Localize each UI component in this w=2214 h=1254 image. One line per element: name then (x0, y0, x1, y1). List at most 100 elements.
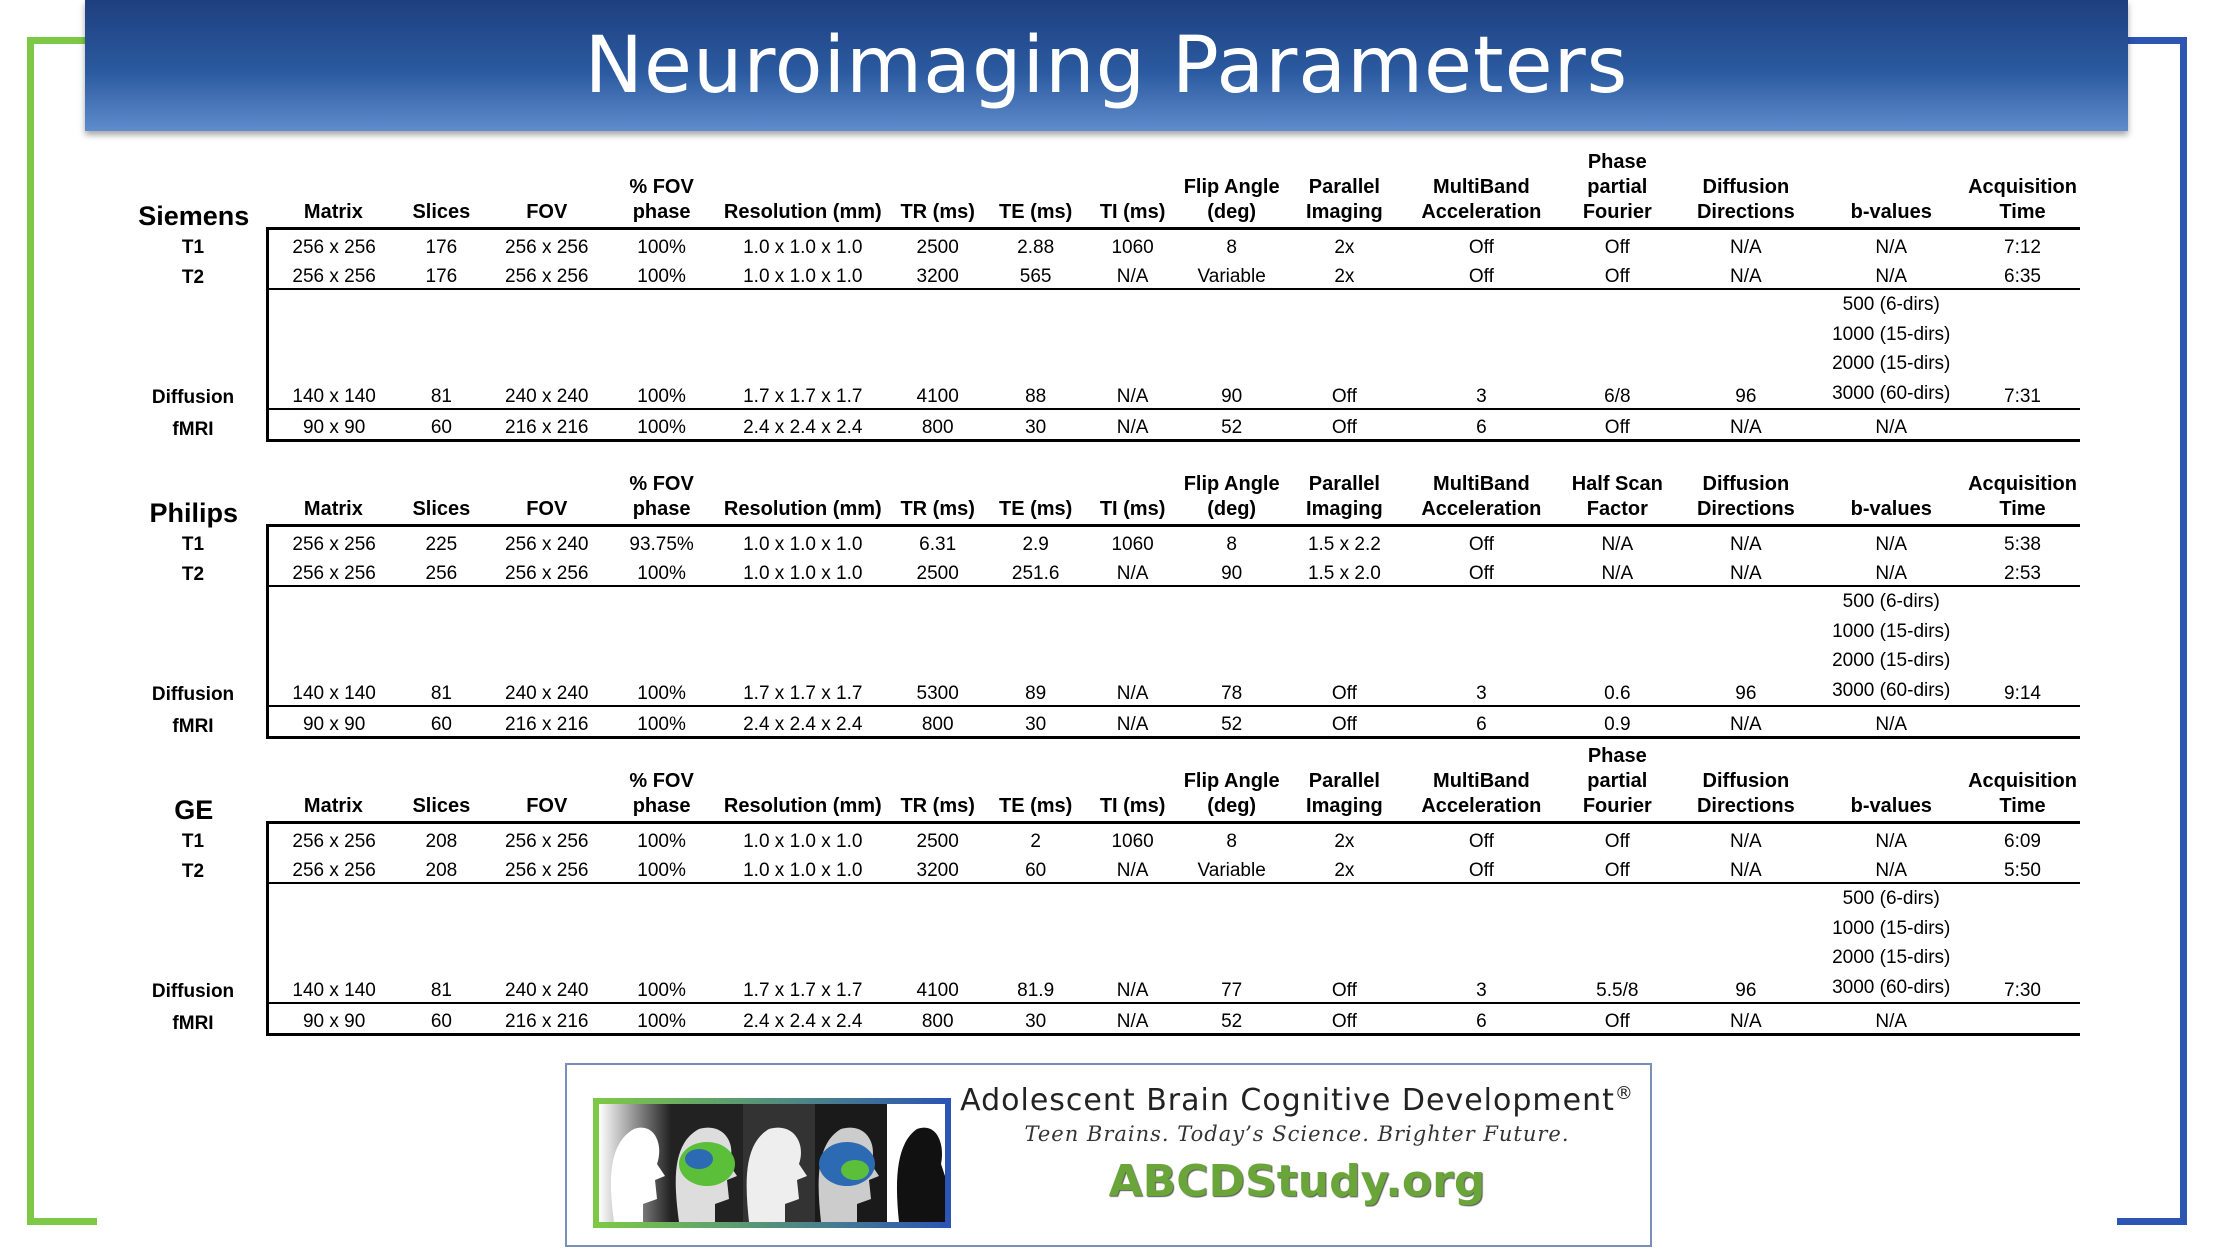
row-label: T1 (181, 237, 205, 258)
table-cell: 1.0 x 1.0 x 1.0 (743, 237, 863, 258)
table-cell: N/A (1730, 831, 1762, 852)
table-cell: 81.9 (982, 883, 1089, 1004)
table-row: fMRI 90 x 90 60 216 x 216 100% 2.4 x 2.4 x 2.… (120, 1003, 2080, 1036)
table-cell: 256 x 256 (266, 259, 400, 290)
table-cell: N/A (1088, 1003, 1177, 1036)
table-cell: 2x (1334, 831, 1355, 852)
blue-frame-right (2117, 37, 2187, 1225)
column-header: Phase partial Fourier (1560, 744, 1675, 824)
column-header: MultiBand Acceleration (1402, 447, 1561, 527)
table-cell: 240 x 240 (483, 883, 610, 1004)
column-header: FOV (483, 744, 610, 824)
column-header: FOV (483, 150, 610, 230)
table-cell: 100% (637, 831, 686, 852)
table-cell: 565 (982, 259, 1089, 290)
b-value-line: 1000 (15-dirs) (1832, 620, 1951, 642)
table-cell: 2500 (892, 556, 983, 587)
table-cell: 90 (1176, 289, 1287, 410)
table-cell: N/A (1875, 534, 1908, 555)
table-cell: 800 (892, 706, 983, 739)
column-header: TE (ms) (982, 744, 1089, 824)
table-cell: 100% (609, 409, 714, 442)
b-value-line: 3000 (60-dirs) (1832, 382, 1951, 404)
table-cell: Off (1286, 1003, 1403, 1036)
table-cell: Off (1286, 586, 1403, 707)
table-cell: Off (1468, 534, 1494, 555)
table-cell: 60 (982, 853, 1089, 884)
column-header: Phase partial Fourier (1560, 150, 1675, 230)
table-cell: 2.4 x 2.4 x 2.4 (713, 1003, 893, 1036)
table-cell: 9:14 (1965, 586, 2080, 707)
page-title: Neuroimaging Parameters (584, 20, 1629, 111)
table-cell: 216 x 216 (483, 409, 610, 442)
column-header: Diffusion Directions (1674, 744, 1818, 824)
column-header: Slices (399, 744, 484, 824)
column-header: Resolution (mm) (713, 447, 893, 527)
table-cell: 2 (1030, 831, 1041, 852)
table-cell: 256 x 256 (266, 525, 400, 556)
study-website-link[interactable]: ABCDStudy.org (1108, 1156, 1486, 1207)
table-cell: 3200 (892, 259, 983, 290)
table-cell: 225 (425, 534, 458, 555)
vendor-name: GE (174, 794, 214, 825)
table-cell: 96 (1674, 289, 1818, 410)
table-cell: 800 (892, 409, 983, 442)
column-header: b-values (1817, 447, 1966, 527)
table-cell: 100% (609, 853, 714, 884)
row-label: T1 (181, 534, 205, 555)
table-cell: Off (1402, 556, 1561, 587)
table-cell: 60 (399, 409, 484, 442)
column-header: Acquisition Time (1965, 150, 2080, 230)
b-value-line: 3000 (60-dirs) (1832, 679, 1951, 701)
table-cell: 208 (399, 853, 484, 884)
b-value-line: 1000 (15-dirs) (1832, 323, 1951, 345)
table-cell: N/A (1875, 831, 1908, 852)
column-header: TE (ms) (982, 447, 1089, 527)
column-header: b-values (1817, 150, 1966, 230)
table-cell: 2x (1286, 259, 1403, 290)
table-cell: 240 x 240 (483, 289, 610, 410)
table-cell: 100% (609, 883, 714, 1004)
table-cell: 93.75% (629, 534, 694, 555)
table-cell: 176 (425, 237, 458, 258)
column-header: MultiBand Acceleration (1402, 744, 1561, 824)
table-cell: 1.7 x 1.7 x 1.7 (713, 289, 893, 410)
table-cell: Off (1402, 853, 1561, 884)
column-header: FOV (483, 447, 610, 527)
column-header: TI (ms) (1088, 447, 1177, 527)
table-cell: 89 (982, 586, 1089, 707)
table-cell: N/A (1817, 259, 1966, 290)
row-label: T1 (181, 831, 205, 852)
row-label: T2 (181, 267, 205, 288)
table-row: fMRI 90 x 90 60 216 x 216 100% 2.4 x 2.4 x 2.… (120, 706, 2080, 739)
table-cell: 81 (399, 289, 484, 410)
table-row: T1 256 x 256 176 256 x 256 100% 1.0 x 1.0 x 1… (120, 228, 2080, 259)
table-cell (1965, 706, 2080, 739)
table-cell: 0.9 (1560, 706, 1675, 739)
table-cell: 4100 (892, 289, 983, 410)
table-cell: N/A (1088, 556, 1177, 587)
table-cell: 1060 (1111, 831, 1154, 852)
b-values-cell: 500 (6-dirs) 1000 (15-dirs) 2000 (15-dirs)… (1817, 586, 1966, 707)
column-header: Flip Angle (deg) (1176, 447, 1287, 527)
table-cell: 6 (1402, 706, 1561, 739)
column-header: Matrix (267, 744, 400, 824)
column-header: % FOV phase (609, 744, 714, 824)
table-cell: 81 (399, 586, 484, 707)
column-header: Flip Angle (deg) (1176, 150, 1287, 230)
table-cell: 96 (1674, 883, 1818, 1004)
table-cell: 52 (1176, 409, 1287, 442)
table-cell: 256 x 256 (505, 831, 589, 852)
table-cell: 90 x 90 (266, 706, 400, 739)
table-cell: 216 x 216 (483, 1003, 610, 1036)
column-header: TE (ms) (982, 150, 1089, 230)
table-cell: 30 (982, 409, 1089, 442)
green-frame-left (27, 37, 97, 1225)
table-cell: 1060 (1111, 237, 1154, 258)
table-cell: 1.0 x 1.0 x 1.0 (713, 853, 893, 884)
table-cell: 6:09 (2004, 831, 2041, 852)
table-cell: 6/8 (1560, 289, 1675, 410)
table-cell: 100% (609, 1003, 714, 1036)
column-header: Slices (399, 150, 484, 230)
table-cell: 100% (637, 237, 686, 258)
